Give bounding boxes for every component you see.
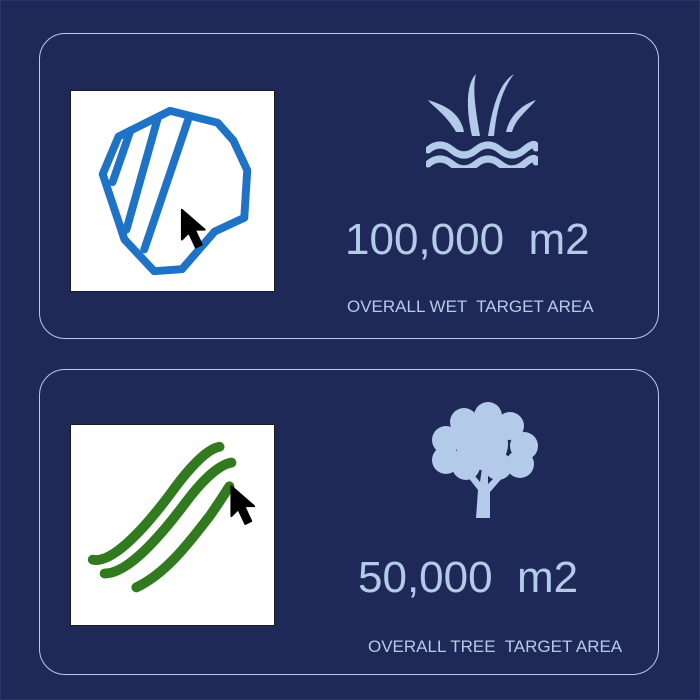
wet-area-hatch-2 xyxy=(122,112,163,234)
tree-stroke-3 xyxy=(131,481,235,593)
tree-target-area-card: 50,000 m2 OVERALL TREE TARGET AREA xyxy=(39,369,659,675)
wet-target-area-card: 100,000 m2 OVERALL WET TARGET AREA xyxy=(39,33,659,339)
tree-stroke-2 xyxy=(99,457,237,579)
tree-drawing-svg xyxy=(87,441,256,593)
tree-area-value: 50,000 m2 xyxy=(358,553,579,602)
tree-line-strokes-drawing[interactable] xyxy=(70,424,275,626)
tree-area-caption: OVERALL TREE TARGET AREA xyxy=(368,637,623,656)
tree-icon xyxy=(424,400,540,520)
wet-area-polygon-outline xyxy=(98,106,252,276)
wet-area-value: 100,000 m2 xyxy=(345,215,590,264)
wet-area-polygon-drawing[interactable] xyxy=(70,90,275,292)
cursor-arrow-icon xyxy=(180,208,206,249)
wet-area-caption: OVERALL WET TARGET AREA xyxy=(347,297,594,316)
wet-area-drawing-svg xyxy=(98,106,252,276)
tree-stroke-1 xyxy=(87,441,225,565)
fountain-water-icon xyxy=(426,70,538,168)
cursor-arrow-icon xyxy=(230,485,256,525)
wet-area-hatch-1 xyxy=(108,126,135,187)
wet-area-hatch-3 xyxy=(140,116,192,254)
